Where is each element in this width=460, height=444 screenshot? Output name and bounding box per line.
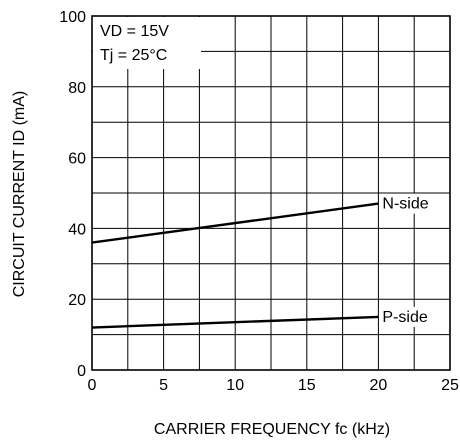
y-tick-label: 20 [68, 292, 86, 309]
x-tick-label: 10 [226, 377, 244, 394]
y-tick-label: 60 [68, 151, 86, 168]
tick-labels: 0 5 10 15 20 25 0 20 40 60 80 100 [59, 9, 459, 394]
series-line-p-side [91, 315, 379, 329]
series-label-p-side: P-side [382, 309, 427, 326]
condition-vd: VD = 15V [100, 23, 169, 40]
y-tick-label: 100 [59, 9, 86, 26]
x-tick-label: 25 [441, 377, 459, 394]
series-lines [91, 202, 379, 329]
series-label-n-side: N-side [382, 196, 428, 213]
x-tick-label: 15 [298, 377, 316, 394]
x-tick-label: 0 [88, 377, 97, 394]
x-axis-label: CARRIER FREQUENCY fc (kHz) [154, 421, 390, 438]
conditions-box [93, 17, 201, 69]
series-labels: N-side P-side [380, 193, 443, 327]
x-tick-label: 20 [370, 377, 388, 394]
series-label-bg [380, 306, 443, 327]
y-tick-label: 0 [77, 363, 86, 380]
condition-tj: Tj = 25°C [100, 47, 167, 64]
series-label-bg [380, 193, 443, 214]
y-tick-label: 80 [68, 80, 86, 97]
y-tick-label: 40 [68, 221, 86, 238]
x-tick-label: 5 [159, 377, 168, 394]
series-line-n-side [91, 202, 379, 244]
plot-frame [91, 15, 451, 371]
y-axis-label: CIRCUIT CURRENT ID (mA) [11, 91, 28, 298]
grid [92, 16, 450, 370]
